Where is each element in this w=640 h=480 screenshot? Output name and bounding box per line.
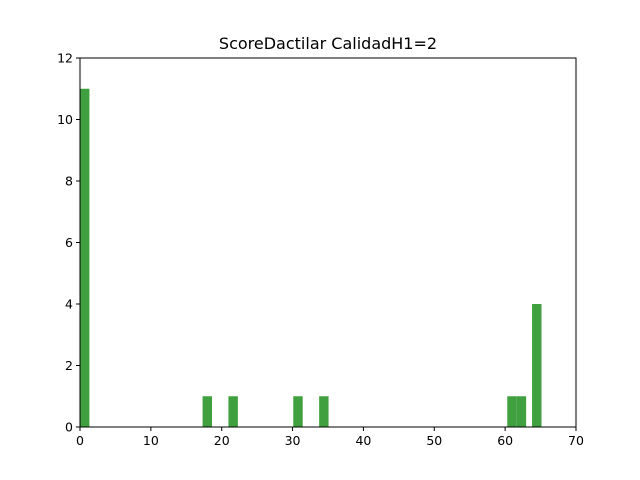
bars-group xyxy=(80,88,542,427)
histogram-bar-0 xyxy=(80,88,90,427)
histogram-bar-1 xyxy=(202,396,213,427)
x-tick-label: 70 xyxy=(568,433,584,448)
x-tick-label: 10 xyxy=(143,433,159,448)
histogram-bar-4 xyxy=(319,396,329,427)
plot-frame xyxy=(79,57,577,428)
x-tick-label: 0 xyxy=(76,433,84,448)
histogram-bar-6 xyxy=(516,396,527,427)
histogram-bar-2 xyxy=(228,396,238,427)
y-tick-label: 6 xyxy=(65,235,73,250)
y-tick-label: 2 xyxy=(65,358,73,373)
y-tick-label: 10 xyxy=(57,112,73,127)
histogram-bar-3 xyxy=(293,396,303,427)
y-tick-label: 8 xyxy=(65,174,73,189)
x-axis-ticks: 0 10 20 30 40 50 60 70 xyxy=(76,427,584,448)
histogram-bar-7 xyxy=(532,304,542,427)
histogram-bar-5 xyxy=(507,396,517,427)
y-tick-label: 4 xyxy=(65,297,73,312)
x-tick-label: 40 xyxy=(355,433,371,448)
x-tick-label: 50 xyxy=(426,433,442,448)
x-tick-label: 30 xyxy=(285,433,301,448)
y-axis-ticks: 0 2 4 6 8 10 12 xyxy=(57,51,80,435)
y-tick-label: 0 xyxy=(65,420,73,435)
chart-title: ScoreDactilar CalidadH1=2 xyxy=(219,34,437,53)
x-tick-label: 20 xyxy=(214,433,230,448)
x-tick-label: 60 xyxy=(497,433,513,448)
y-tick-label: 12 xyxy=(57,51,73,66)
